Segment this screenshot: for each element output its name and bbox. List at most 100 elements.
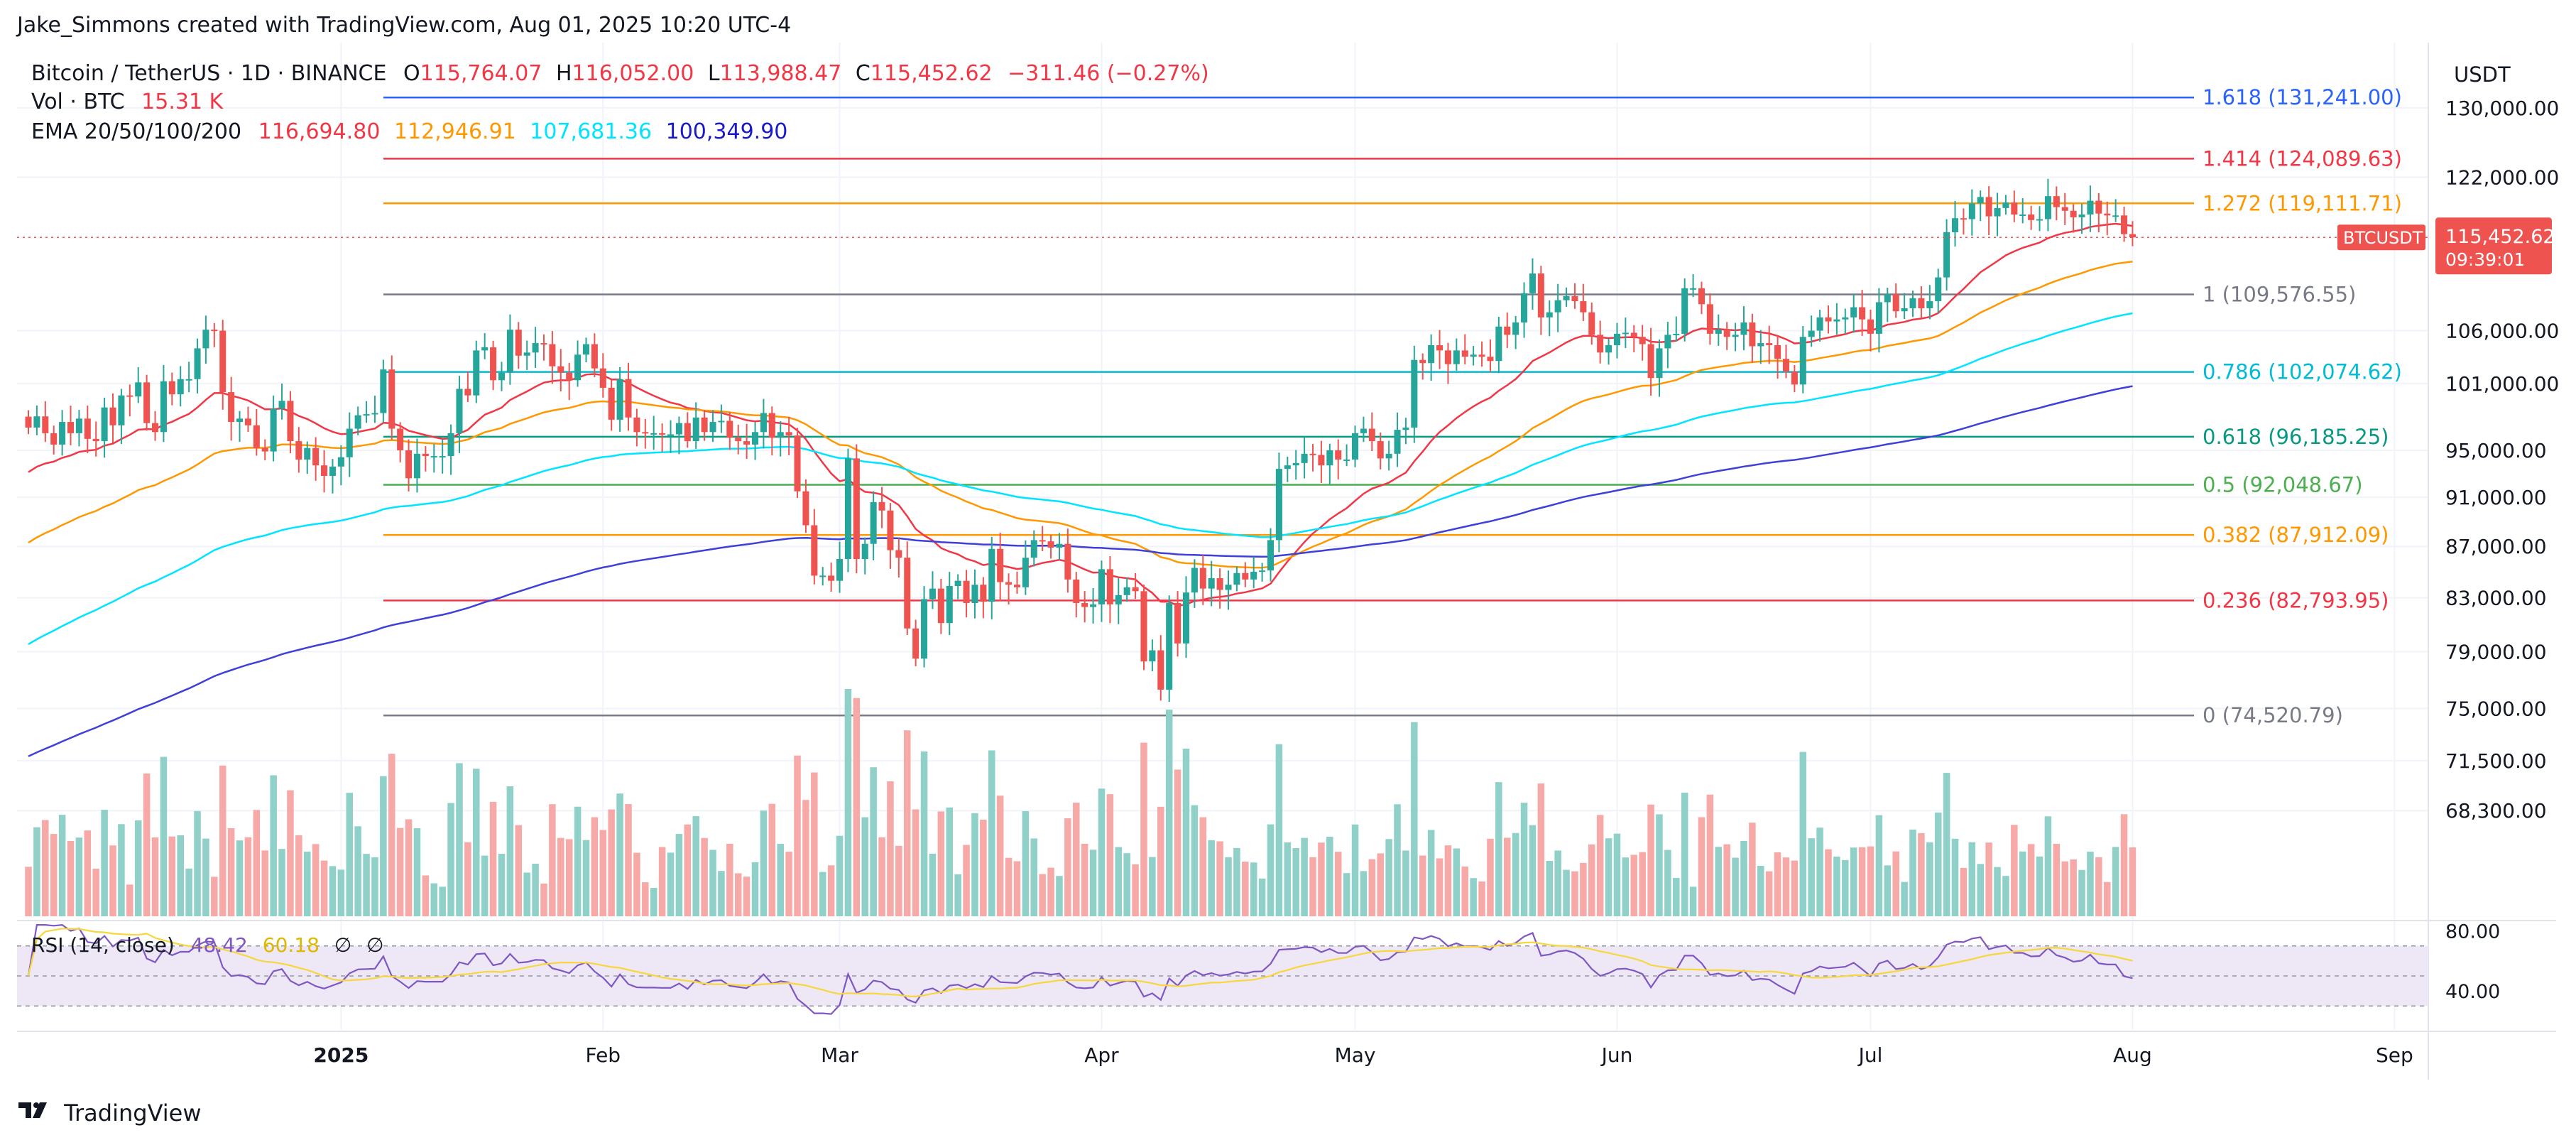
candle-body xyxy=(1022,558,1029,587)
price-axis-label: 122,000.00 xyxy=(2445,165,2559,189)
volume-bar xyxy=(1402,850,1409,916)
rsi-axis-label: 80.00 xyxy=(2445,921,2500,943)
volume-bar xyxy=(1149,857,1156,916)
price-axis-label: 101,000.00 xyxy=(2445,372,2559,396)
rsi-legend[interactable]: RSI (14, close) 48.42 60.18 ∅ ∅ xyxy=(31,933,384,957)
volume-bar xyxy=(363,854,370,916)
volume-bar xyxy=(1182,748,1190,916)
volume-bar xyxy=(1106,794,1114,916)
rsi-pane[interactable] xyxy=(17,923,2428,1015)
fib-level-label: 1.272 (119,111.71) xyxy=(2203,191,2402,215)
candle-body xyxy=(870,501,877,544)
candle-body xyxy=(2002,202,2009,208)
volume-bar xyxy=(261,850,268,916)
candle-body xyxy=(1267,540,1275,571)
candle-body xyxy=(1039,540,1046,542)
legend-ema[interactable]: EMA 20/50/100/200 116,694.80 112,946.91 … xyxy=(31,119,787,144)
volume-bar xyxy=(912,809,919,916)
candle-body xyxy=(126,395,133,397)
volume-bar xyxy=(836,835,844,916)
ohlc-close-value: 115,452.62 xyxy=(870,61,993,86)
volume-bar xyxy=(177,835,184,916)
currency-label[interactable]: USDT xyxy=(2454,63,2511,87)
candle-body xyxy=(963,580,970,603)
price-change: −311.46 (−0.27%) xyxy=(1008,61,1209,86)
candle-body xyxy=(861,543,868,559)
volume-bar xyxy=(2027,844,2035,916)
candle-body xyxy=(363,414,370,416)
candle-body xyxy=(236,418,244,423)
tradingview-logo-icon xyxy=(17,1100,53,1127)
volume-bar xyxy=(498,854,506,916)
candle-body xyxy=(1318,455,1325,466)
candle-body xyxy=(921,599,928,659)
candle-body xyxy=(1791,371,1798,385)
candle-body xyxy=(1453,350,1460,364)
candle-body xyxy=(760,413,767,433)
volume-bar xyxy=(1656,814,1663,916)
volume-bar xyxy=(861,817,868,916)
legend-main[interactable]: Bitcoin / TetherUS · 1D · BINANCE O115,7… xyxy=(31,61,1209,86)
volume-bar xyxy=(1867,846,1874,916)
volume-bar xyxy=(946,807,954,916)
volume-bar xyxy=(1275,744,1283,916)
candle-body xyxy=(1875,302,1882,334)
rsi-line xyxy=(27,923,2133,1015)
candle-body xyxy=(1808,330,1815,337)
volume-bar xyxy=(1394,804,1401,916)
volume-bar xyxy=(785,852,792,916)
volume-bar xyxy=(1605,838,1612,916)
candle-body xyxy=(1284,465,1291,470)
volume-bar xyxy=(194,810,201,916)
volume-bar xyxy=(134,820,142,916)
time-axis-label: Sep xyxy=(2376,1043,2413,1067)
candle-body xyxy=(430,456,437,458)
volume-bar xyxy=(1884,865,1892,916)
candle-body xyxy=(1149,650,1156,662)
candle-body xyxy=(2011,202,2018,215)
candle-body xyxy=(1504,326,1511,335)
volume-bar xyxy=(768,803,776,916)
time-axis-label: Apr xyxy=(1084,1043,1119,1067)
volume-bar xyxy=(1681,792,1688,916)
candle-body xyxy=(718,420,725,423)
rsi-label: RSI (14, close) xyxy=(31,933,175,957)
volume-bar xyxy=(278,849,285,916)
volume-bar xyxy=(887,781,894,916)
volume-bar xyxy=(439,886,446,916)
candle-body xyxy=(1098,569,1106,604)
volume-bar xyxy=(143,774,151,916)
volume-bar xyxy=(2095,857,2102,916)
time-axis-label: Jul xyxy=(1857,1043,1883,1067)
symbol-title[interactable]: Bitcoin / TetherUS · 1D · BINANCE xyxy=(31,61,387,86)
candle-body xyxy=(1994,207,2001,217)
ohlc-low-label: L xyxy=(707,61,720,86)
time-axis-label: 2025 xyxy=(313,1043,369,1067)
candle-body xyxy=(684,423,691,442)
legend-volume[interactable]: Vol · BTC 15.31 K xyxy=(31,89,223,114)
candle-body xyxy=(1977,197,1984,204)
candle-body xyxy=(33,416,40,428)
volume-bar xyxy=(1284,842,1292,916)
candle-body xyxy=(1073,579,1080,603)
volume-bar xyxy=(1740,840,1747,916)
candles[interactable] xyxy=(17,178,2428,702)
candle-body xyxy=(1597,335,1604,353)
volume-bar xyxy=(734,873,742,916)
candle-body xyxy=(675,423,682,435)
volume-label: Vol · BTC xyxy=(31,89,125,114)
tradingview-logo[interactable]: TradingView xyxy=(17,1098,202,1127)
candle-body xyxy=(177,379,184,395)
candle-body xyxy=(185,379,192,381)
volume-bar xyxy=(616,793,623,916)
candle-body xyxy=(2019,214,2026,216)
fibonacci-retracement[interactable]: 1.618 (131,241.00) 1.414 (124,089.63) 1.27… xyxy=(383,85,2402,727)
volume-bar xyxy=(760,810,768,916)
volume-bar xyxy=(625,804,632,916)
candle-body xyxy=(2044,196,2051,219)
candle-body xyxy=(92,438,99,442)
volume-bar xyxy=(1503,837,1511,916)
